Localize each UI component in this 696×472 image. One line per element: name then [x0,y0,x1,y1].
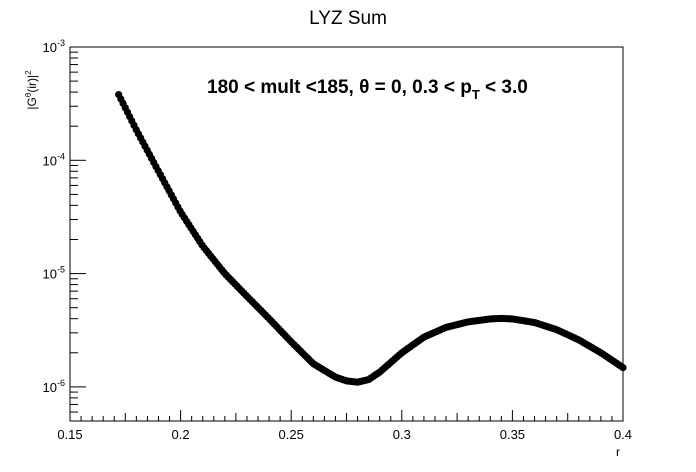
chart-title: LYZ Sum [309,8,387,29]
x-tick-label: 0.3 [393,427,411,442]
x-axis-label: r [616,445,620,459]
x-axis: 0.15 0.2 0.25 0.3 0.35 0.4 [57,410,632,442]
y-tick-label: 10-5 [43,265,65,282]
data-series [115,91,627,386]
x-tick-label: 0.4 [614,427,632,442]
plot-annotation: 180 < mult <185, θ = 0, 0.3 < pT < 3.0 [207,77,528,102]
y-axis-label: |Gθ(ir)|2 [24,70,39,110]
x-tick-label: 0.2 [172,427,190,442]
data-point [619,364,627,372]
x-tick-label: 0.35 [500,427,525,442]
y-tick-label: 10-6 [43,378,65,395]
x-tick-label: 0.15 [57,427,82,442]
x-tick-label: 0.25 [279,427,304,442]
y-tick-label: 10-3 [43,38,65,55]
y-tick-label: 10-4 [43,151,65,168]
y-axis: 10-6 10-5 10-4 10-3 [43,38,86,413]
